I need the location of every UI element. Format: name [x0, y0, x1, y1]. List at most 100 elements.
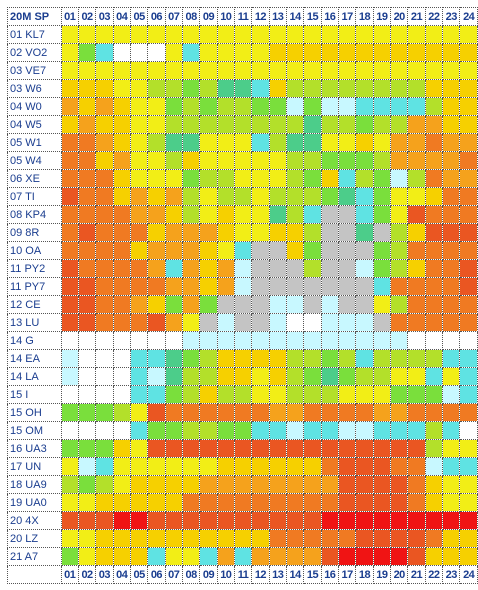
hour-header: 08 — [181, 7, 201, 26]
signal-cell — [60, 457, 79, 476]
signal-cell — [216, 385, 235, 404]
signal-cell — [77, 241, 97, 260]
signal-cell — [216, 187, 235, 206]
hour-footer: 21 — [407, 565, 426, 584]
signal-cell — [147, 331, 166, 350]
signal-cell — [268, 205, 287, 224]
signal-cell — [199, 367, 218, 386]
signal-cell — [268, 43, 287, 62]
signal-cell — [268, 259, 287, 278]
signal-cell — [303, 97, 322, 116]
signal-cell — [112, 475, 131, 494]
signal-cell — [320, 115, 339, 134]
signal-cell — [147, 367, 166, 386]
signal-cell — [268, 151, 287, 170]
signal-cell — [164, 529, 183, 548]
signal-cell — [407, 403, 426, 422]
signal-cell — [112, 385, 131, 404]
signal-cell — [424, 259, 444, 278]
signal-cell — [147, 349, 166, 368]
signal-cell — [95, 313, 114, 332]
signal-cell — [112, 187, 131, 206]
signal-cell — [424, 223, 444, 242]
signal-cell — [390, 385, 409, 404]
signal-cell — [337, 169, 357, 188]
signal-cell — [60, 25, 79, 44]
signal-cell — [251, 187, 270, 206]
table-row: 18 UA9 — [7, 475, 478, 494]
row-label: 09 8R — [7, 223, 62, 242]
signal-cell — [442, 511, 461, 530]
signal-cell — [268, 475, 287, 494]
signal-cell — [251, 529, 270, 548]
signal-cell — [216, 97, 235, 116]
row-label: 10 OA — [7, 241, 62, 260]
row-label: 14 G — [7, 331, 62, 350]
signal-cell — [181, 97, 201, 116]
signal-cell — [459, 349, 478, 368]
signal-cell — [390, 349, 409, 368]
table-row: 20 LZ — [7, 529, 478, 548]
signal-cell — [303, 421, 322, 440]
signal-cell — [164, 205, 183, 224]
table-row: 07 TI — [7, 187, 478, 206]
signal-cell — [129, 151, 149, 170]
signal-cell — [303, 403, 322, 422]
signal-cell — [112, 439, 131, 458]
signal-cell — [320, 493, 339, 512]
signal-cell — [95, 115, 114, 134]
signal-cell — [268, 493, 287, 512]
signal-cell — [268, 529, 287, 548]
signal-cell — [199, 259, 218, 278]
signal-cell — [390, 295, 409, 314]
signal-cell — [164, 385, 183, 404]
signal-cell — [390, 457, 409, 476]
hour-header: 21 — [407, 7, 426, 26]
signal-cell — [77, 403, 97, 422]
signal-cell — [60, 259, 79, 278]
hour-footer: 23 — [442, 565, 461, 584]
signal-cell — [424, 475, 444, 494]
row-label: 01 KL7 — [7, 25, 62, 44]
signal-cell — [355, 151, 374, 170]
signal-cell — [60, 493, 79, 512]
signal-cell — [112, 25, 131, 44]
signal-cell — [164, 223, 183, 242]
signal-cell — [164, 61, 183, 80]
table-row: 12 CE — [7, 295, 478, 314]
signal-cell — [129, 259, 149, 278]
signal-cell — [112, 133, 131, 152]
propagation-chart: 20M SP 01 02 03 04 05 06 07 08 09 10 11 12 13 14 15 16 1… — [7, 7, 478, 584]
signal-cell — [337, 403, 357, 422]
hour-footer: 14 — [285, 565, 305, 584]
signal-cell — [164, 169, 183, 188]
signal-cell — [459, 331, 478, 350]
signal-cell — [337, 25, 357, 44]
signal-cell — [129, 331, 149, 350]
signal-cell — [459, 25, 478, 44]
signal-cell — [129, 187, 149, 206]
signal-cell — [372, 133, 392, 152]
signal-cell — [407, 277, 426, 296]
signal-cell — [303, 493, 322, 512]
signal-cell — [164, 367, 183, 386]
row-label: 03 VE7 — [7, 61, 62, 80]
signal-cell — [320, 277, 339, 296]
signal-cell — [320, 403, 339, 422]
signal-cell — [355, 403, 374, 422]
signal-cell — [147, 457, 166, 476]
signal-cell — [60, 331, 79, 350]
signal-cell — [442, 439, 461, 458]
signal-cell — [60, 313, 79, 332]
signal-cell — [60, 403, 79, 422]
signal-cell — [95, 493, 114, 512]
table-body: 01 KL7 02 VO2 03 VE7 03 W6 04 W0 04 W5 05 W1 05… — [7, 25, 478, 566]
signal-cell — [407, 223, 426, 242]
signal-cell — [303, 529, 322, 548]
signal-cell — [95, 259, 114, 278]
signal-cell — [60, 169, 79, 188]
signal-cell — [337, 475, 357, 494]
signal-cell — [181, 187, 201, 206]
signal-cell — [164, 97, 183, 116]
signal-cell — [268, 385, 287, 404]
